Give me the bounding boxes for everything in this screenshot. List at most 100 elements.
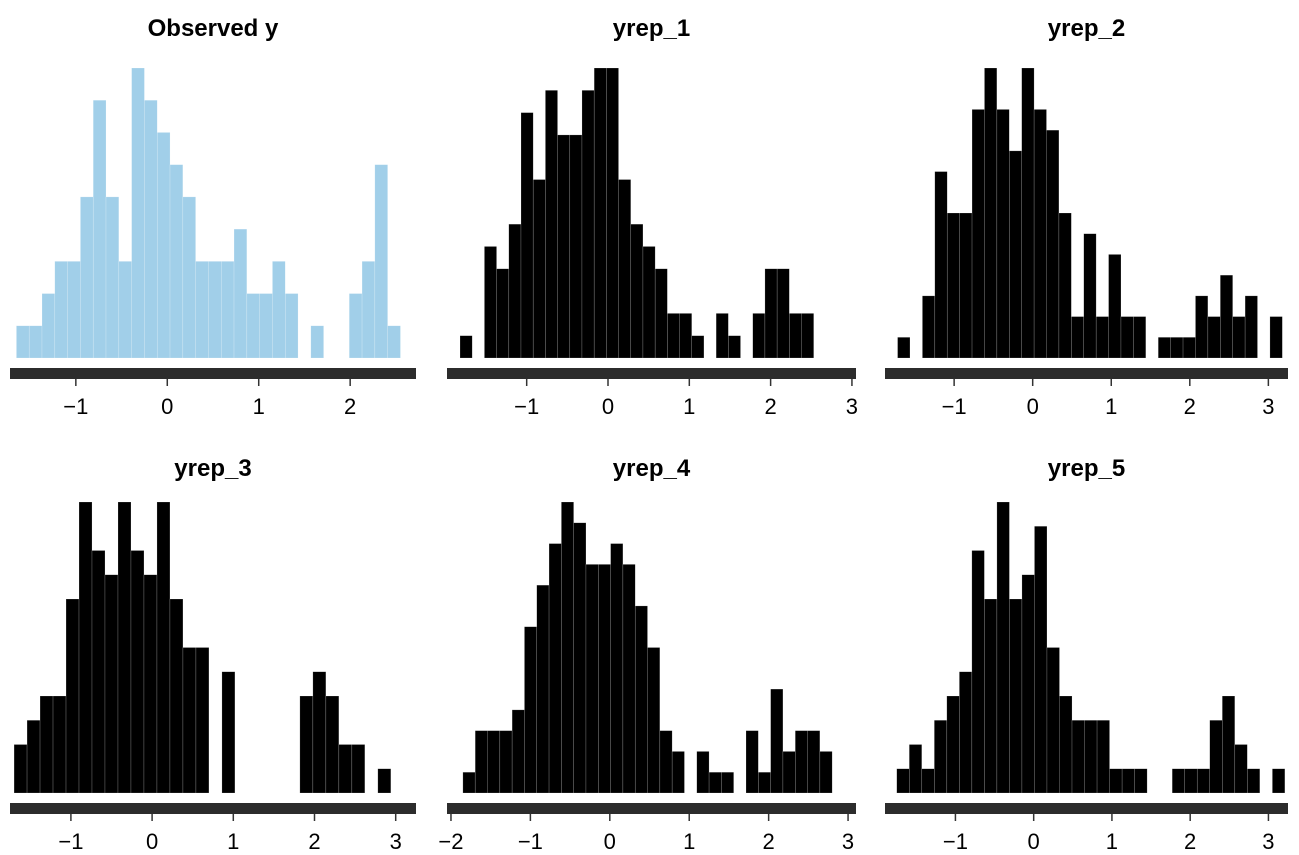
- x-tick-label: −2: [438, 829, 463, 854]
- histogram-bar: [182, 196, 196, 359]
- histogram-bar: [691, 335, 705, 359]
- histogram-bar: [131, 67, 145, 359]
- histogram-bar: [524, 626, 537, 794]
- x-tick-label: 2: [308, 829, 320, 854]
- histogram-bar: [532, 179, 546, 359]
- histogram-bar: [758, 771, 771, 794]
- histogram-bar: [618, 179, 632, 359]
- panel-title: yrep_4: [613, 455, 691, 482]
- histogram-bar: [1170, 337, 1184, 359]
- histogram-bar: [536, 584, 550, 794]
- histogram-bar: [259, 293, 273, 359]
- x-tick-label: 0: [604, 829, 616, 854]
- x-tick-label: 2: [1184, 394, 1196, 419]
- x-tick-label: 3: [1262, 394, 1274, 419]
- histogram-bar: [634, 605, 648, 794]
- histogram-bar: [26, 720, 41, 794]
- histogram-panel-5: yrep_5 −1 0 1 2 3: [885, 455, 1288, 854]
- histogram-bar: [284, 293, 299, 359]
- histogram-bar: [16, 325, 30, 359]
- histogram-bar: [934, 720, 948, 794]
- histogram-bar: [312, 671, 327, 794]
- x-tick-label: 2: [1184, 829, 1196, 854]
- histogram-bar: [696, 751, 710, 794]
- histogram-bar: [246, 293, 260, 359]
- histogram-bar: [1071, 720, 1085, 794]
- panel-title: yrep_1: [613, 15, 690, 42]
- histogram-bar: [1058, 212, 1072, 359]
- x-tick-label: 0: [161, 394, 173, 419]
- histogram-bar: [679, 313, 692, 359]
- histogram-bar: [1046, 647, 1060, 794]
- histogram-bar: [156, 501, 171, 794]
- histogram-bar: [622, 564, 636, 794]
- histogram-bar: [348, 293, 363, 359]
- histogram-bar: [745, 730, 759, 794]
- histogram-bar: [606, 67, 619, 359]
- histogram-bar: [548, 543, 562, 794]
- histogram-bar: [310, 325, 324, 359]
- x-tick-label: −1: [942, 394, 967, 419]
- histogram-bar: [511, 709, 525, 794]
- histogram-bar: [39, 695, 54, 794]
- histogram-bar: [721, 771, 734, 794]
- x-tick-label: 3: [842, 829, 854, 854]
- x-tick-label: 1: [683, 394, 695, 419]
- histogram-bar: [667, 313, 680, 359]
- histogram-bar: [221, 671, 236, 794]
- histogram-bar: [984, 598, 998, 794]
- histogram-bar: [1195, 295, 1209, 359]
- histogram-bar: [520, 112, 534, 359]
- histogram-bar: [1247, 768, 1261, 794]
- histogram-bar: [220, 261, 235, 359]
- histogram-bar: [819, 751, 833, 794]
- histogram-bar: [647, 647, 661, 794]
- histogram-bar: [764, 268, 778, 359]
- histogram-bar: [1009, 150, 1022, 359]
- histogram-bar: [169, 164, 184, 359]
- histogram-bar: [105, 196, 120, 359]
- x-tick-label: 0: [602, 394, 614, 419]
- histogram-bar: [794, 730, 808, 794]
- histogram-bar: [581, 90, 595, 359]
- histogram-bar: [361, 261, 376, 359]
- histogram-panel-1: yrep_1 −1 0 1 2 3: [447, 15, 858, 419]
- histogram-panel-3: yrep_3 −1 0 1 2 3: [10, 455, 416, 854]
- histogram-bar: [728, 335, 741, 359]
- histogram-bar: [338, 744, 353, 794]
- histogram-bar: [934, 171, 948, 359]
- histogram-bar: [959, 212, 973, 359]
- histogram-bar: [1046, 129, 1060, 359]
- histogram-bar: [971, 109, 985, 359]
- histogram-bar: [1121, 768, 1135, 794]
- histogram-bar: [807, 730, 821, 794]
- histogram-bar: [770, 688, 784, 794]
- histogram-bar: [801, 313, 814, 359]
- histogram-bar: [143, 574, 158, 794]
- histogram-bar: [1244, 295, 1258, 359]
- histogram-bar: [144, 99, 158, 359]
- histogram-bar: [459, 335, 473, 359]
- x-axis-line: [447, 803, 856, 814]
- histogram-bar: [351, 744, 366, 794]
- histogram-panel-0: Observed y −1 0 1 2: [10, 15, 416, 419]
- histogram-bar: [946, 695, 960, 794]
- histogram-bar: [922, 295, 936, 359]
- histogram-bar: [959, 671, 973, 794]
- histogram-panel-4: yrep_4 −2 −1 0 1 2 3: [438, 455, 856, 854]
- histogram-bar: [92, 99, 107, 359]
- histogram-bar: [1134, 768, 1148, 794]
- histogram-bar: [715, 313, 729, 359]
- histogram-bar: [52, 695, 67, 794]
- x-tick-label: 0: [1027, 394, 1039, 419]
- histogram-bar: [1220, 274, 1233, 359]
- histogram-bar: [996, 109, 1010, 359]
- x-tick-label: 0: [146, 829, 158, 854]
- histogram-bar: [561, 501, 574, 794]
- histogram-bar: [1109, 768, 1123, 794]
- histogram-bar: [325, 695, 340, 794]
- histogram-bar: [1133, 316, 1147, 359]
- x-tick-label: 1: [253, 394, 265, 419]
- histogram-bar: [909, 744, 923, 794]
